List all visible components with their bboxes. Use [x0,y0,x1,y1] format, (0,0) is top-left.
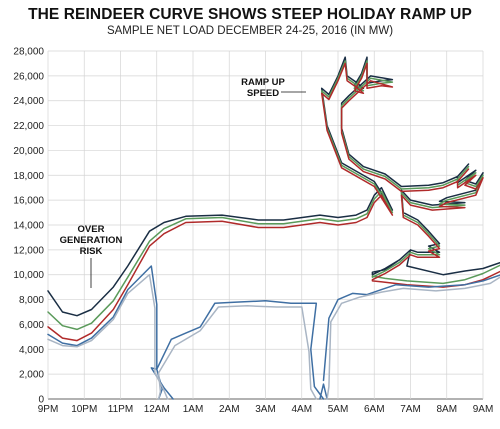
y-tick-label: 28,000 [13,47,44,58]
chart-title: THE REINDEER CURVE SHOWS STEEP HOLIDAY R… [28,6,472,23]
series-line-4-segment-2 [156,300,325,400]
annotations: OVER GENERATION RISK RAMP UP SPEED [60,77,306,288]
ramp-up-label-2: SPEED [247,88,279,99]
over-generation-label-1: OVER [78,224,105,235]
y-tick-label: 6,000 [19,320,44,331]
over-generation-label-3: RISK [80,246,103,257]
series-line-1-segment-1 [47,56,500,317]
y-tick-label: 2,000 [19,370,44,381]
series-line-5-segment-1 [47,273,169,400]
x-tick-label: 10PM [71,404,97,415]
x-tick-label: 12AM [144,404,170,415]
series-line-3-segment-1 [47,62,500,342]
x-tick-label: 4AM [291,404,312,415]
x-tick-label: 11PM [108,404,133,415]
y-tick-label: 24,000 [13,96,44,107]
x-tick-label: 3AM [255,404,276,415]
x-tick-label: 7AM [400,404,421,415]
series-line-5-segment-2 [157,305,318,400]
over-generation-label-2: GENERATION [60,235,123,246]
x-axis: 9PM 10PM 11PM 12AM 1AM 2AM 3AM 4AM 5AM 6AM 7AM 8AM 9… [38,404,494,415]
y-tick-label: 26,000 [13,71,44,82]
x-tick-label: 6AM [364,404,385,415]
x-tick-label: 8AM [436,404,457,415]
grid-lines [47,50,484,400]
ramp-up-label-1: RAMP UP [241,77,285,88]
y-tick-label: 18,000 [13,171,44,182]
x-tick-label: 2AM [219,404,240,415]
x-tick-label: 9AM [473,404,494,415]
series-line-4-segment-4 [322,274,500,382]
series-lines [47,56,500,400]
series-line-4-segment-1 [47,265,174,400]
y-tick-label: 14,000 [13,221,44,232]
y-tick-label: 12,000 [13,245,44,256]
y-axis: 0 2,000 4,000 6,000 8,000 10,000 12,000 14,000 1… [13,47,44,406]
x-tick-label: 9PM [38,404,59,415]
y-tick-label: 16,000 [13,196,44,207]
x-tick-label: 1AM [183,404,204,415]
y-tick-label: 8,000 [19,295,44,306]
y-tick-label: 22,000 [13,121,44,132]
series-line-5-segment-3 [326,276,500,400]
y-tick-label: 20,000 [13,146,44,157]
y-tick-label: 4,000 [19,345,44,356]
y-tick-label: 0 [38,395,44,406]
y-tick-label: 10,000 [13,270,44,281]
x-tick-label: 5AM [328,404,349,415]
series-line-4-segment-3 [319,383,328,400]
series-line-2-segment-1 [47,60,500,331]
chart-subtitle: SAMPLE NET LOAD DECEMBER 24-25, 2016 (IN… [106,25,394,37]
